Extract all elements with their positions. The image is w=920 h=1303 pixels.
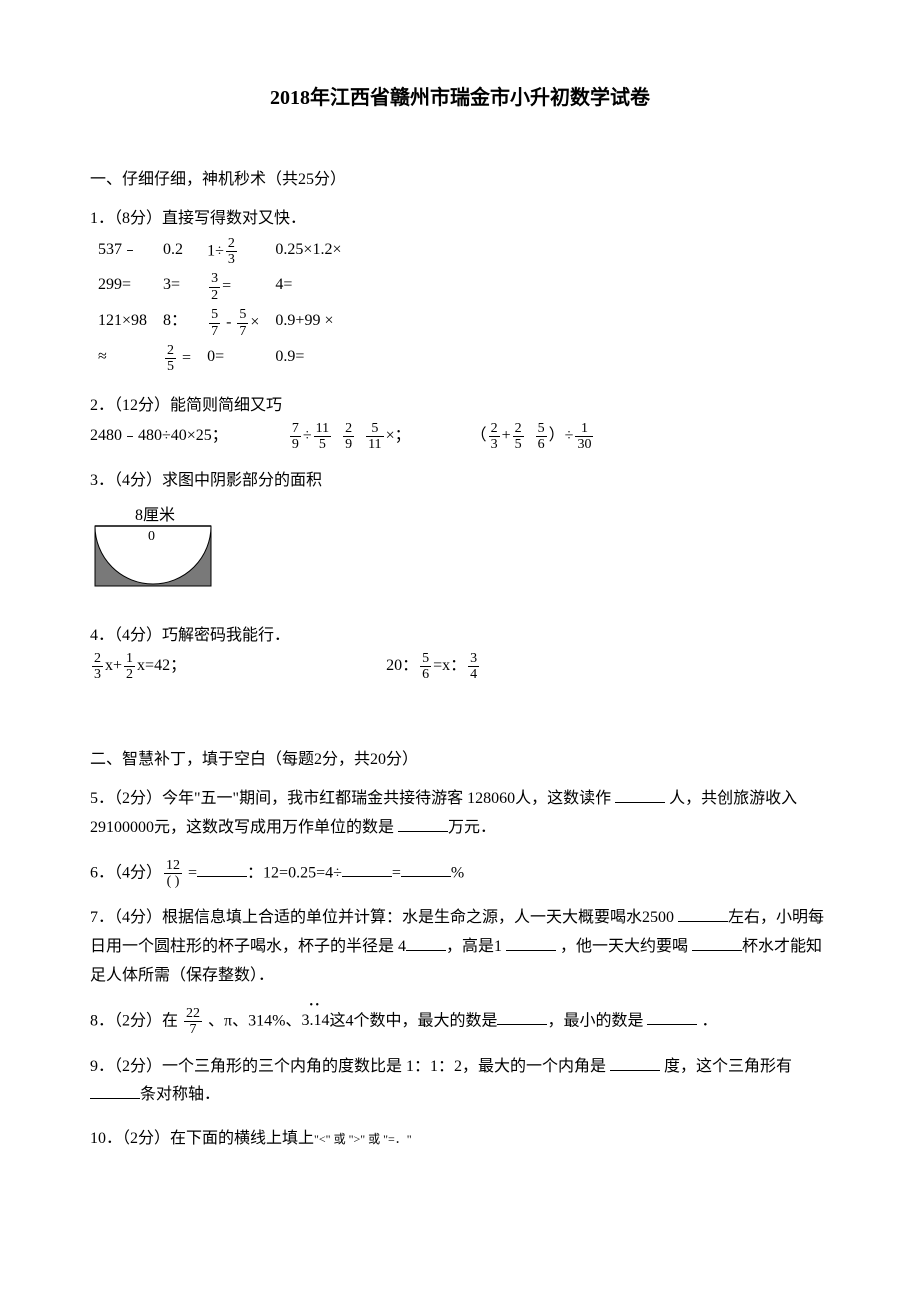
- blank: [647, 1009, 697, 1025]
- blank: [90, 1083, 140, 1099]
- q8-text: 、π、314%、: [204, 1012, 301, 1029]
- section1-header: 一、仔细仔细，神机秒术（共25分）: [90, 166, 830, 195]
- question-6: 6．（4分）12( ) =：12=0.25=4÷=%: [90, 858, 830, 890]
- svg-text:0: 0: [148, 529, 155, 544]
- q1-cell: 0.9+99 ×: [275, 312, 333, 329]
- q2-expr2: 79÷115 29 511×；: [288, 421, 411, 453]
- question-5: 5．（2分）今年"五一"期间，我市红都瑞金共接待游客 128060人，这数读作 …: [90, 785, 830, 843]
- blank: [497, 1009, 547, 1025]
- q4-prompt: 4．（4分）巧解密码我能行．: [90, 622, 830, 651]
- blank: [406, 935, 446, 951]
- blank: [610, 1055, 660, 1071]
- q1-cell: =: [222, 278, 231, 295]
- q1-cell: 121×98: [98, 312, 147, 329]
- question-4: 4．（4分）巧解密码我能行． 23x+12x=42； 20：56=x：34: [90, 622, 830, 683]
- q1-cell: ≈: [98, 348, 107, 365]
- blank: [692, 935, 742, 951]
- q1-cell: 299=: [98, 276, 131, 293]
- q1-cell: 0.25×1.2×: [275, 241, 341, 258]
- q1-prompt: 1．（8分）直接写得数对又快．: [90, 205, 830, 234]
- q6-text: %: [451, 864, 464, 881]
- question-8: 8．（2分）在 227 、π、314%、• •3.14这4个数中，最大的数是，最…: [90, 1006, 830, 1038]
- q9-text: 9．（2分）一个三角形的三个内角的度数比是 1：1：2，最大的一个内角是: [90, 1058, 610, 1075]
- section2-header: 二、智慧补丁，填于空白（每题2分，共20分）: [90, 746, 830, 775]
- q2-prompt: 2．（12分）能简则简细又巧: [90, 392, 830, 421]
- q1-cell: 4=: [275, 276, 292, 293]
- q6-text: =: [392, 864, 401, 881]
- q7-text: ，他一天大约要喝: [556, 938, 692, 955]
- fraction: 57: [237, 307, 248, 339]
- q1-cell: 1÷: [207, 242, 224, 259]
- blank: [615, 787, 665, 803]
- q8-text: 8．（2分）在: [90, 1012, 182, 1029]
- fraction: 57: [209, 307, 220, 339]
- q7-text: 7．（4分）根据信息填上合适的单位并计算：水是生命之源，人一天大概要喝水2500: [90, 909, 678, 926]
- question-9: 9．（2分）一个三角形的三个内角的度数比是 1：1：2，最大的一个内角是 度，这…: [90, 1053, 830, 1111]
- fraction: 23: [226, 236, 237, 268]
- question-1: 1．（8分）直接写得数对又快． 537﹣ 0.2 1÷23 0.25×1.2× …: [90, 205, 830, 377]
- fraction: 25: [165, 343, 176, 375]
- q5-text: 万元．: [448, 819, 496, 836]
- q1-cell: =: [178, 350, 191, 367]
- question-10: 10．（2分）在下面的横线上填上"<" 或 ">" 或 "=．": [90, 1125, 830, 1154]
- q6-text: 6．（4分）: [90, 864, 162, 881]
- q3-diagram: 8厘米 0: [90, 506, 830, 607]
- blank: [506, 935, 556, 951]
- blank: [342, 861, 392, 877]
- q1-cell: 0.2: [163, 241, 183, 258]
- q4-expr1: 23x+12x=42；: [90, 651, 186, 683]
- blank: [197, 861, 247, 877]
- q1-cell: 8：: [163, 312, 187, 329]
- question-2: 2．（12分）能简则简细又巧 2480﹣480÷40×25； 79÷115 29…: [90, 392, 830, 453]
- question-3: 3．（4分）求图中阴影部分的面积 8厘米 0: [90, 467, 830, 607]
- q1-cell: 537﹣: [98, 241, 138, 258]
- q10-quote: "<" 或 ">" 或 "=．": [314, 1132, 412, 1146]
- q1-cell: 0.9=: [275, 348, 304, 365]
- blank: [678, 906, 728, 922]
- q5-text: 5．（2分）今年"五一"期间，我市红都瑞金共接待游客 128060人，这数读作: [90, 790, 615, 807]
- q8-text: ，最小的数是: [547, 1012, 647, 1029]
- blank: [398, 816, 448, 832]
- q1-cell: 3=: [163, 276, 180, 293]
- q9-text: 度，这个三角形有: [660, 1058, 792, 1075]
- q2-expr1: 2480﹣480÷40×25；: [90, 422, 228, 451]
- q1-table: 537﹣ 0.2 1÷23 0.25×1.2× 299= 3= 32= 4= 1…: [90, 234, 349, 377]
- q4-expr2: 20：56=x：34: [386, 651, 481, 683]
- fraction: 32: [209, 271, 220, 303]
- q2-expr3: （23+25 56）÷130: [471, 421, 596, 453]
- q7-text: ，高是1: [446, 938, 506, 955]
- diagram-label: 8厘米: [135, 506, 175, 524]
- page-title: 2018年江西省赣州市瑞金市小升初数学试卷: [90, 80, 830, 116]
- q8-text: 这4个数中，最大的数是: [329, 1012, 497, 1029]
- question-7: 7．（4分）根据信息填上合适的单位并计算：水是生命之源，人一天大概要喝水2500…: [90, 904, 830, 990]
- q6-text: =: [184, 864, 197, 881]
- q10-text: 10．（2分）在下面的横线上填上: [90, 1130, 314, 1147]
- blank: [401, 861, 451, 877]
- q1-cell: 0=: [207, 348, 224, 365]
- q6-text: ：12=0.25=4÷: [247, 864, 342, 881]
- q9-text: 条对称轴．: [140, 1086, 220, 1103]
- q8-text: ．: [697, 1012, 717, 1029]
- q3-prompt: 3．（4分）求图中阴影部分的面积: [90, 467, 830, 496]
